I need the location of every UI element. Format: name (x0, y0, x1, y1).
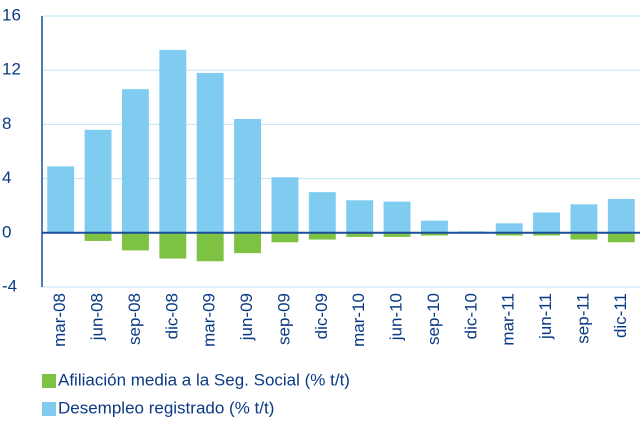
y-tick-label: 16 (2, 5, 21, 24)
bar (159, 49, 187, 233)
x-tick-label: dic-08 (162, 293, 181, 339)
x-tick-label: sep-08 (125, 293, 144, 345)
legend-label: Desempleo registrado (% t/t) (58, 398, 274, 417)
y-tick-label: 12 (2, 60, 21, 79)
y-tick-label: -4 (2, 276, 17, 295)
bar (84, 232, 112, 241)
bar (234, 118, 262, 233)
bar (121, 89, 149, 233)
bar (607, 232, 635, 243)
x-tick-label: jun-08 (88, 293, 107, 341)
bar (84, 129, 112, 233)
bar (533, 232, 561, 236)
x-tick-label: mar-08 (50, 293, 69, 347)
legend-label: Afiliación media a la Seg. Social (% t/t… (58, 370, 350, 389)
bar (346, 232, 374, 237)
x-tick-label: dic-10 (461, 293, 480, 339)
x-tick-label: dic-09 (312, 293, 331, 339)
x-tick-label: jun-10 (387, 293, 406, 341)
bar (420, 220, 448, 233)
x-tick-label: sep-10 (424, 293, 443, 345)
bar (271, 232, 299, 243)
bar (495, 223, 523, 233)
x-tick-label: sep-09 (274, 293, 293, 345)
bar (234, 232, 262, 254)
bar (271, 177, 299, 233)
bar (346, 200, 374, 233)
bar (533, 212, 561, 233)
bar (308, 192, 336, 233)
bar (570, 232, 598, 240)
y-tick-label: 0 (2, 222, 11, 241)
x-tick-label: jun-11 (536, 293, 555, 340)
x-tick-label: sep-11 (573, 293, 592, 344)
bar (383, 201, 411, 233)
bar (420, 232, 448, 236)
x-tick-label: mar-10 (349, 293, 368, 347)
bar (383, 232, 411, 237)
x-tick-label: mar-09 (200, 293, 219, 347)
bar (159, 232, 187, 259)
y-tick-label: 4 (2, 168, 11, 187)
bar (570, 204, 598, 233)
bar (121, 232, 149, 251)
bar (495, 232, 523, 236)
x-tick-label: dic-11 (611, 293, 630, 338)
bar (607, 198, 635, 233)
bar (47, 166, 75, 233)
bar (308, 232, 336, 240)
legend-swatch (42, 374, 56, 388)
bar (196, 232, 224, 262)
x-tick-label: jun-09 (237, 293, 256, 341)
y-tick-label: 8 (2, 114, 11, 133)
legend-swatch (42, 402, 56, 416)
x-tick-label: mar-11 (499, 293, 518, 346)
bar (196, 72, 224, 233)
